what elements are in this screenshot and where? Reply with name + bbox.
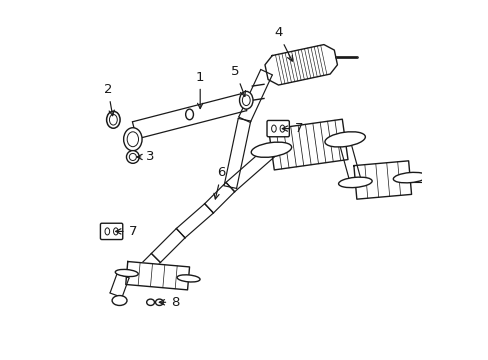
Ellipse shape — [177, 275, 200, 282]
Text: 1: 1 — [196, 71, 204, 109]
Ellipse shape — [338, 177, 371, 188]
Text: 8: 8 — [159, 296, 179, 309]
Ellipse shape — [280, 125, 284, 132]
Polygon shape — [353, 161, 411, 199]
Ellipse shape — [123, 128, 142, 151]
Polygon shape — [125, 261, 189, 290]
Text: 3: 3 — [137, 150, 155, 163]
Ellipse shape — [129, 153, 136, 161]
Ellipse shape — [155, 299, 163, 306]
Ellipse shape — [239, 91, 252, 109]
Ellipse shape — [105, 228, 109, 235]
Text: 7: 7 — [116, 225, 137, 238]
Text: 5: 5 — [231, 66, 245, 96]
Ellipse shape — [109, 114, 117, 125]
Ellipse shape — [392, 172, 426, 183]
Text: 7: 7 — [282, 122, 303, 135]
Ellipse shape — [126, 150, 139, 163]
Ellipse shape — [146, 299, 154, 306]
FancyBboxPatch shape — [100, 223, 122, 239]
Polygon shape — [268, 119, 347, 170]
Ellipse shape — [325, 132, 365, 147]
Ellipse shape — [185, 109, 193, 120]
Ellipse shape — [112, 296, 127, 306]
Ellipse shape — [251, 142, 291, 157]
Ellipse shape — [115, 269, 138, 276]
Ellipse shape — [242, 95, 250, 105]
Polygon shape — [264, 45, 337, 85]
Ellipse shape — [127, 132, 138, 147]
Text: 4: 4 — [273, 26, 292, 61]
Ellipse shape — [106, 111, 120, 128]
FancyBboxPatch shape — [266, 121, 289, 137]
Text: 2: 2 — [103, 83, 114, 116]
Text: 6: 6 — [214, 166, 225, 199]
Ellipse shape — [271, 125, 276, 132]
Ellipse shape — [113, 228, 118, 235]
